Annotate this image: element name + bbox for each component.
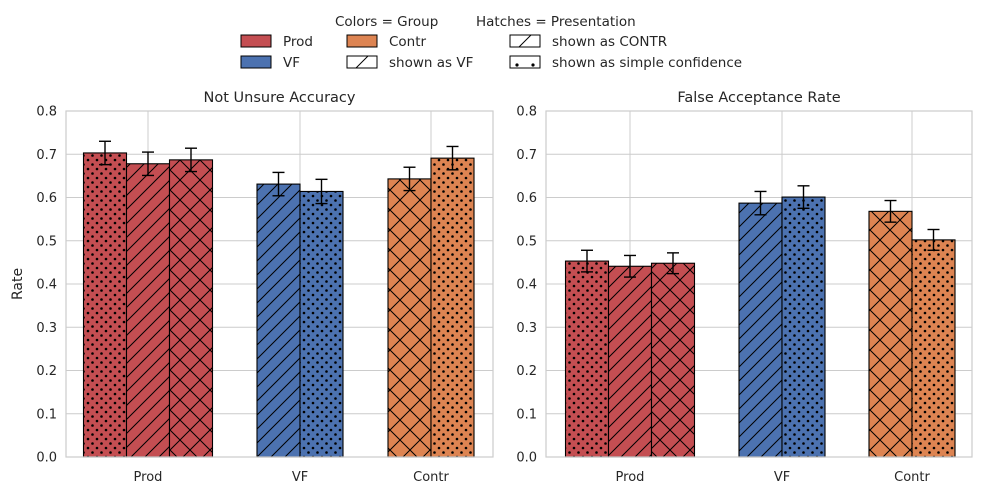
legend-swatch xyxy=(240,55,272,69)
legend-colors-title: Colors = Group xyxy=(335,14,438,30)
bar-hatch xyxy=(126,163,170,457)
legend-swatch xyxy=(346,34,378,48)
y-tick-label: 0.1 xyxy=(516,407,537,422)
legend-hatches-title: Hatches = Presentation xyxy=(476,14,636,30)
legend-swatch xyxy=(240,34,272,48)
bar-vf-diag xyxy=(256,171,301,458)
x-tick-label: Contr xyxy=(413,470,449,485)
bar-hatch xyxy=(300,191,343,457)
bar-hatch xyxy=(169,159,213,457)
bar-prod-diag xyxy=(607,254,653,458)
y-tick-label: 0.4 xyxy=(36,278,57,293)
legend-label: Prod xyxy=(283,34,313,50)
bar-hatch xyxy=(782,197,825,457)
plot-frame xyxy=(65,110,494,458)
legend-swatch xyxy=(509,55,541,69)
legend-label: shown as simple confidence xyxy=(552,55,742,71)
bar-hatch xyxy=(739,203,782,457)
bar-prod-dots xyxy=(82,140,128,458)
bar-hatch xyxy=(651,263,695,457)
legend-entry: shown as simple confidence xyxy=(509,55,742,71)
bar-vf-dots xyxy=(781,185,826,458)
chart-panel-2: 0.0 0.1 0.2 0.3 0.4 0.5 0.6 0.7 0.8 Prod VF Contr Fa… xyxy=(516,90,973,485)
legend-entry: VF xyxy=(240,55,300,71)
y-tick-label: 0.2 xyxy=(36,364,57,379)
bar-contr-cross xyxy=(868,199,913,458)
legend-label: Contr xyxy=(389,34,427,50)
y-tick-label: 0.8 xyxy=(516,105,537,120)
y-tick-label: 0.5 xyxy=(516,234,537,249)
y-tick-label: 0.4 xyxy=(516,278,537,293)
bar-prod-diag xyxy=(125,151,171,458)
legend-hatch-dot xyxy=(531,63,535,67)
bar-vf-diag xyxy=(738,190,783,458)
y-tick-label: 0.2 xyxy=(516,364,537,379)
legend-label: shown as VF xyxy=(389,55,473,71)
bar-hatch xyxy=(869,211,912,457)
bar-hatch xyxy=(388,178,431,457)
y-tick-label: 0.1 xyxy=(36,407,57,422)
y-tick-label: 0.0 xyxy=(36,451,57,466)
bar-hatch xyxy=(912,239,955,457)
y-tick-label: 0.3 xyxy=(516,321,537,336)
bar-hatch xyxy=(431,158,474,457)
bar-hatch xyxy=(608,266,652,457)
bar-vf-dots xyxy=(299,178,344,458)
bar-hatch xyxy=(257,184,300,457)
plot-frame xyxy=(545,110,973,458)
x-tick-label: VF xyxy=(774,470,790,485)
chart-panel-1: 0.0 0.1 0.2 0.3 0.4 0.5 0.6 0.7 0.8 Prod VF Contr No… xyxy=(10,90,494,485)
legend-entry: Contr xyxy=(346,34,427,50)
bar-contr-cross xyxy=(387,166,432,458)
y-tick-label: 0.3 xyxy=(36,321,57,336)
bar-prod-dots xyxy=(564,249,610,458)
legend-entry: shown as CONTR xyxy=(509,34,667,50)
bar-prod-cross xyxy=(168,147,214,458)
x-tick-label: VF xyxy=(292,470,308,485)
legend-hatch-line xyxy=(355,55,369,69)
x-tick-label: Contr xyxy=(894,470,930,485)
panel-title: Not Unsure Accuracy xyxy=(204,90,356,106)
legend-label: VF xyxy=(283,55,300,71)
y-tick-label: 0.0 xyxy=(516,451,537,466)
y-axis-label: Rate xyxy=(10,268,26,300)
bar-hatch xyxy=(565,261,609,457)
legend-hatch-dot xyxy=(515,63,519,67)
y-tick-label: 0.7 xyxy=(36,148,57,163)
y-tick-label: 0.7 xyxy=(516,148,537,163)
x-tick-label: Prod xyxy=(134,470,163,485)
y-tick-label: 0.6 xyxy=(516,191,537,206)
legend: Colors = Group Hatches = Presentation Pr… xyxy=(240,14,742,71)
legend-hatch-line xyxy=(518,34,532,48)
bar-contr-dots xyxy=(430,145,475,458)
y-tick-label: 0.5 xyxy=(36,234,57,249)
legend-entry: Prod xyxy=(240,34,313,50)
x-tick-label: Prod xyxy=(616,470,645,485)
bar-hatch xyxy=(83,152,127,457)
bar-prod-cross xyxy=(650,252,696,458)
y-tick-label: 0.6 xyxy=(36,191,57,206)
bar-contr-dots xyxy=(911,228,956,458)
y-tick-label: 0.8 xyxy=(36,105,57,120)
legend-label: shown as CONTR xyxy=(552,34,667,50)
panel-title: False Acceptance Rate xyxy=(677,90,840,106)
legend-entry: shown as VF xyxy=(346,55,473,71)
